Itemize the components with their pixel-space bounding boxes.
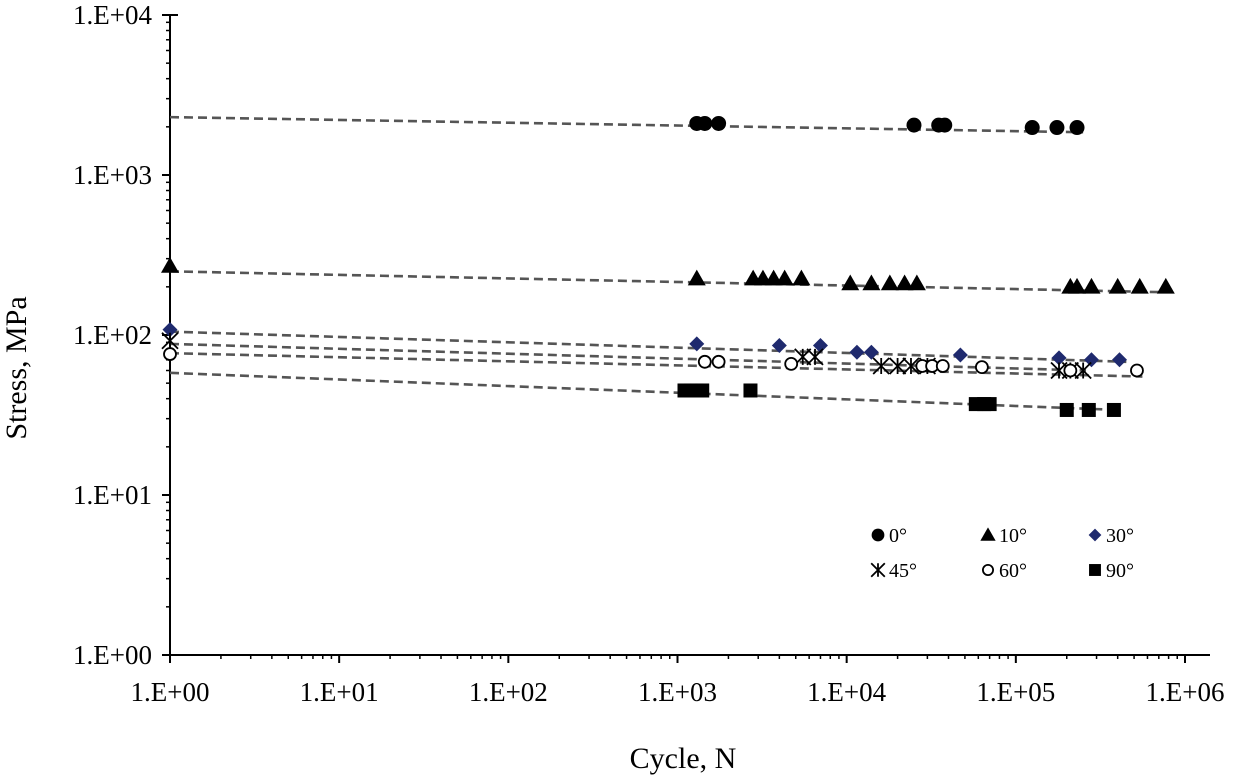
data-point-1 <box>1082 277 1101 294</box>
trendlines <box>169 115 1167 412</box>
data-point-0 <box>697 115 713 131</box>
data-point-3 <box>902 357 920 375</box>
series-5 <box>677 383 1121 417</box>
data-point-5 <box>1106 402 1121 417</box>
trendline-5 <box>169 371 1118 412</box>
trendline-0 <box>169 115 1084 134</box>
trendline-1 <box>169 270 1167 294</box>
y-tick-label: 1.E+01 <box>73 480 152 510</box>
data-point-4 <box>1130 363 1144 378</box>
data-point-3 <box>161 332 179 350</box>
data-point-1 <box>1108 277 1127 294</box>
data-point-5 <box>695 383 710 398</box>
legend-marker-3 <box>870 562 886 578</box>
data-point-1 <box>792 269 811 286</box>
legend-marker-5 <box>1089 564 1101 576</box>
trendline-4 <box>169 351 1143 378</box>
data-markers <box>161 115 1175 417</box>
data-point-2 <box>1051 350 1067 366</box>
x-tick-label: 1.E+04 <box>807 677 886 707</box>
data-point-5 <box>1081 402 1096 417</box>
data-point-3 <box>806 348 824 366</box>
data-point-0 <box>906 117 922 133</box>
data-point-1 <box>775 269 794 286</box>
x-tick-label: 1.E+06 <box>1146 677 1225 707</box>
data-point-5 <box>982 397 997 412</box>
data-point-1 <box>161 256 179 273</box>
data-point-3 <box>1074 361 1092 380</box>
series-2 <box>162 322 1127 368</box>
legend-marker-4 <box>982 564 995 577</box>
legend-label-5: 90° <box>1106 560 1134 582</box>
y-tick-label: 1.E+00 <box>73 640 152 670</box>
data-point-0 <box>1024 120 1040 136</box>
plot-area: 1.E+00 1.E+01 1.E+02 1.E+03 1.E+04 1.E+05 1.E+… <box>73 0 1224 707</box>
series-1 <box>161 256 1175 294</box>
series-0 <box>689 115 1085 136</box>
data-point-4 <box>697 354 712 369</box>
data-point-2 <box>1111 352 1127 368</box>
y-tick-label: 1.E+02 <box>73 320 152 350</box>
legend: 0° 10° 30° 45° 60° 90° <box>870 525 1134 582</box>
x-tick-label: 1.E+01 <box>300 677 379 707</box>
legend-label-1: 10° <box>999 525 1027 547</box>
legend-marker-2 <box>1088 528 1102 542</box>
y-tick-label: 1.E+03 <box>73 160 152 190</box>
data-point-0 <box>937 117 953 133</box>
data-point-4 <box>711 354 726 369</box>
data-point-0 <box>1069 120 1085 136</box>
x-tick-label: 1.E+02 <box>469 677 548 707</box>
data-point-1 <box>895 274 914 291</box>
data-point-1 <box>907 274 926 291</box>
legend-marker-0 <box>871 528 885 542</box>
trendline-2 <box>169 330 1127 364</box>
y-axis-title: Stress, MPa <box>0 296 33 439</box>
data-point-4 <box>935 359 950 373</box>
data-point-2 <box>812 337 828 353</box>
legend-label-3: 45° <box>889 560 917 582</box>
data-point-4 <box>784 356 799 371</box>
data-point-0 <box>711 115 727 131</box>
data-point-2 <box>863 344 879 360</box>
data-point-2 <box>952 347 968 363</box>
axis-ticks: 1.E+00 1.E+01 1.E+02 1.E+03 1.E+04 1.E+05 1.E+… <box>73 0 1224 707</box>
data-point-3 <box>872 357 890 375</box>
data-point-1 <box>880 274 899 291</box>
data-point-2 <box>689 336 705 352</box>
x-tick-label: 1.E+00 <box>131 677 210 707</box>
data-point-4 <box>163 347 177 361</box>
data-point-2 <box>162 322 178 338</box>
data-point-1 <box>687 269 706 286</box>
y-tick-label: 1.E+04 <box>73 0 152 30</box>
data-point-5 <box>743 383 758 398</box>
legend-label-4: 60° <box>999 560 1027 582</box>
data-point-1 <box>1130 277 1149 294</box>
data-point-1 <box>862 274 881 291</box>
data-point-3 <box>888 357 907 375</box>
data-point-2 <box>1083 352 1099 368</box>
data-point-2 <box>849 344 865 360</box>
x-axis-title: Cycle, N <box>630 742 737 775</box>
data-point-1 <box>1156 277 1175 294</box>
x-tick-label: 1.E+05 <box>976 677 1055 707</box>
data-point-2 <box>771 337 787 353</box>
data-point-1 <box>841 274 860 291</box>
data-point-4 <box>974 360 989 375</box>
legend-label-2: 30° <box>1106 525 1134 547</box>
data-point-4 <box>1063 363 1078 378</box>
legend-label-0: 0° <box>889 525 907 547</box>
series-4 <box>163 347 1144 378</box>
x-tick-label: 1.E+03 <box>638 677 717 707</box>
data-point-0 <box>1049 120 1065 136</box>
data-point-5 <box>1059 402 1074 417</box>
legend-marker-1 <box>980 527 996 541</box>
data-point-1 <box>1068 277 1087 294</box>
